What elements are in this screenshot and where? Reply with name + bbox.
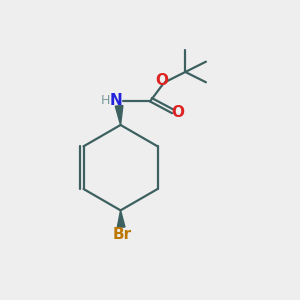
- Polygon shape: [115, 106, 123, 125]
- Text: O: O: [171, 105, 184, 120]
- Text: O: O: [155, 73, 168, 88]
- Text: N: N: [110, 93, 122, 108]
- Text: H: H: [101, 94, 110, 107]
- Polygon shape: [117, 210, 125, 227]
- Text: Br: Br: [112, 227, 132, 242]
